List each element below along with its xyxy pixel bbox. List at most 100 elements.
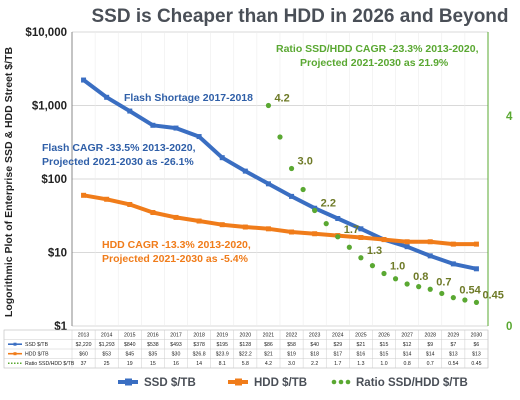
table-cell: 1.7 [334, 361, 341, 367]
series-point-0 [451, 261, 456, 266]
series-point-1 [127, 202, 132, 207]
ratio-point-label: 1.3 [367, 245, 382, 257]
table-cell: $30 [172, 352, 181, 358]
table-cell: $15 [380, 342, 389, 348]
ratio-point-label: 0.8 [413, 271, 428, 283]
table-cell: 1.0 [380, 361, 387, 367]
table-cell: $17 [333, 352, 342, 358]
series-point-0 [358, 226, 363, 231]
series-point-1 [174, 215, 179, 220]
table-series-name: HDD $/TB [25, 352, 49, 358]
table-cell: 16 [173, 361, 179, 367]
ratio-point-intermediate [439, 291, 444, 296]
table-cell: $18 [310, 352, 319, 358]
legend-marker [346, 380, 351, 385]
ratio-point-intermediate [462, 297, 467, 302]
table-series-name: SSD $/TB [25, 342, 49, 348]
series-point-0 [127, 109, 132, 114]
x-tick-label: 2024 [332, 333, 344, 339]
ratio-point [428, 287, 433, 292]
series-point-0 [243, 169, 248, 174]
x-tick-label: 2016 [147, 333, 159, 339]
ratio-point [474, 300, 479, 305]
series-point-1 [405, 239, 410, 244]
table-cell: $13 [449, 352, 458, 358]
table-cell: $26.8 [193, 352, 206, 358]
legend-label: Ratio SSD/HDD $/TB [356, 377, 468, 389]
annotation-ratio-cagr-line2: Projected 2021-2030 as 21.9% [300, 57, 449, 69]
table-cell: $9 [427, 342, 433, 348]
table-cell: $29 [333, 342, 342, 348]
series-point-1 [266, 226, 271, 231]
ratio-point [405, 281, 410, 286]
x-tick-label: 2018 [193, 333, 205, 339]
ratio-point-label: 1.7 [344, 224, 359, 236]
table-cell: $12 [403, 342, 412, 348]
legend-marker [332, 380, 337, 385]
table-legend-marker [14, 352, 17, 355]
series-point-1 [220, 222, 225, 227]
x-tick-label: 2013 [78, 333, 90, 339]
table-cell: $22.2 [239, 352, 252, 358]
data-table: 2013 2014 2015 2016 2017 2018 2019 2020 2021 2022… [4, 330, 488, 368]
x-tick-label: 2015 [124, 333, 136, 339]
y-tick-label: $1,000 [32, 101, 67, 113]
table-cell: $14 [426, 352, 435, 358]
table-cell: $58 [287, 342, 296, 348]
series-point-0 [405, 244, 410, 249]
table-cell: $538 [147, 342, 159, 348]
series-point-0 [474, 266, 479, 271]
series-point-0 [266, 181, 271, 186]
ratio-point [358, 255, 363, 260]
table-cell: 25 [104, 361, 110, 367]
table-cell: 0.45 [471, 361, 481, 367]
table-cell: $493 [170, 342, 182, 348]
legend-marker [339, 380, 344, 385]
ratio-point-label: 1.0 [390, 261, 405, 273]
series-point-1 [474, 242, 479, 247]
series-point-1 [81, 193, 86, 198]
x-tick-label: 2029 [448, 333, 460, 339]
ratio-point [266, 103, 271, 108]
y-tick-label: $100 [41, 174, 67, 186]
table-cell: $53 [102, 352, 111, 358]
x-tick-label: 2028 [424, 333, 436, 339]
table-cell: 14 [196, 361, 202, 367]
ratio-point-intermediate [347, 245, 352, 250]
series-point-0 [81, 78, 86, 83]
table-cell: 2.2 [311, 361, 318, 367]
x-tick-label: 2021 [263, 333, 275, 339]
table-cell: $6 [474, 342, 480, 348]
x-tick-label: 2030 [471, 333, 483, 339]
table-cell: $840 [124, 342, 136, 348]
series-point-0 [289, 194, 294, 199]
table-cell: $60 [79, 352, 88, 358]
ratio-point-intermediate [370, 263, 375, 268]
y2-tick-label: 4 [506, 111, 513, 123]
table-cell: 37 [81, 361, 87, 367]
table-cell: $23.9 [216, 352, 229, 358]
table-cell: $40 [310, 342, 319, 348]
table-cell: $45 [125, 352, 134, 358]
annotation-ratio-cagr-line1: Ratio SSD/HDD CAGR -23.3% 2013-2020, [276, 43, 479, 55]
x-tick-label: 2019 [216, 333, 228, 339]
ratio-point-label: 2.2 [321, 198, 336, 210]
annotation-flash-cagr-line1: Flash CAGR -33.5% 2013-2020, [42, 142, 196, 154]
series-point-1 [451, 242, 456, 247]
series-point-1 [243, 225, 248, 230]
table-cell: $21 [357, 342, 366, 348]
x-tick-label: 2020 [240, 333, 252, 339]
legend-marker [235, 379, 242, 386]
table-cell: $15 [380, 352, 389, 358]
series-point-1 [382, 237, 387, 242]
legend: SSD $/TB HDD $/TB Ratio SSD/HDD $/TB [118, 377, 468, 389]
y-tick-label: $10 [48, 248, 67, 260]
series-point-1 [428, 239, 433, 244]
ratio-point-label: 0.45 [482, 289, 503, 301]
ratio-point-intermediate [416, 284, 421, 289]
ratio-point [335, 234, 340, 239]
table-cell: $7 [450, 342, 456, 348]
table-cell: $13 [472, 352, 481, 358]
table-cell: 3.0 [288, 361, 295, 367]
